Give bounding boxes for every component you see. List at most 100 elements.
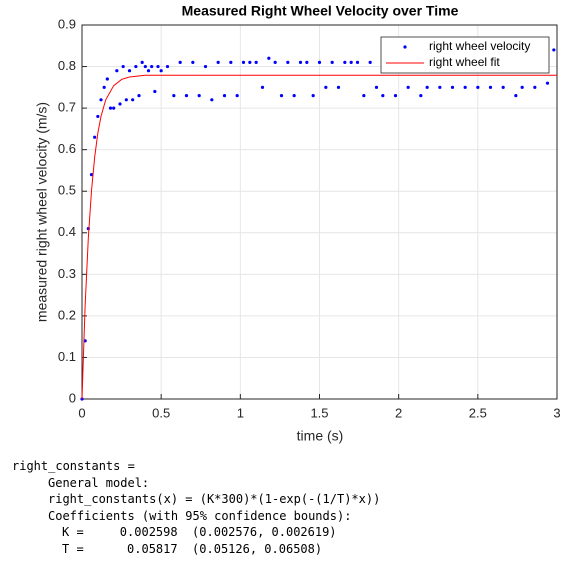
data-point: [150, 64, 154, 69]
data-point: [330, 60, 334, 64]
x-tick-label: 2.5: [469, 405, 487, 420]
console: right_constants = General model: right_con…: [0, 458, 585, 557]
data-point: [153, 89, 157, 94]
y-tick-label: 0.2: [58, 307, 76, 322]
data-point: [311, 94, 315, 98]
console-line: Coefficients (with 95% confidence bounds…: [48, 508, 352, 523]
console-line: right_constants =: [12, 459, 135, 473]
plot-frame: [81, 24, 558, 400]
data-point: [134, 64, 138, 69]
y-tick-label: 0.6: [58, 141, 76, 156]
x-tick-label: 3: [553, 405, 560, 420]
y-tick-label: 0.8: [58, 58, 76, 73]
data-point: [93, 135, 97, 139]
data-point: [159, 69, 163, 73]
console-line: right_constants(x) = (K*300)*(1-exp(-(1/…: [48, 492, 381, 506]
data-point: [108, 106, 113, 110]
x-tick-label: 2: [395, 405, 402, 420]
data-point: [260, 85, 265, 89]
data-point: [127, 69, 132, 73]
data-point: [381, 94, 385, 98]
chart-title: Measured Right Wheel Velocity over Time: [182, 3, 459, 19]
data-point: [406, 85, 410, 89]
data-point: [140, 60, 144, 64]
data-point: [552, 48, 556, 52]
y-tick-label: 0: [69, 390, 76, 405]
legend-label: right wheel velocity: [429, 39, 530, 53]
data-point: [89, 173, 94, 177]
data-point: [203, 64, 208, 69]
data-point: [267, 56, 271, 60]
data-point: [286, 60, 290, 64]
data-point: [143, 64, 147, 69]
data-point: [105, 77, 109, 81]
legend-box: [380, 36, 550, 74]
data-point: [520, 85, 524, 89]
data-point: [488, 85, 493, 89]
data-point: [349, 60, 353, 64]
data-point: [514, 94, 518, 98]
chart: Measured Right Wheel Velocity over Time …: [34, 3, 561, 444]
console-line: General model:: [48, 475, 150, 490]
data-point: [305, 60, 309, 64]
data-point: [362, 94, 366, 98]
data-point: [210, 98, 214, 102]
data-point: [425, 85, 429, 89]
data-point: [96, 114, 100, 119]
data-point: [241, 60, 246, 64]
data-point: [235, 94, 239, 98]
data-point: [184, 94, 189, 98]
data-point: [131, 98, 135, 102]
data-point: [121, 64, 125, 69]
data-point: [355, 60, 360, 64]
data-point: [99, 98, 103, 102]
console-line: T = 0.05817 (0.05126, 0.06508): [62, 541, 323, 556]
data-point: [368, 60, 372, 64]
x-axis-label: time (s): [297, 428, 344, 444]
fit-line: [81, 74, 557, 400]
data-point: [254, 60, 258, 64]
data-point: [137, 94, 141, 98]
data-point: [298, 60, 303, 64]
y-tick-label: 0.7: [58, 100, 76, 115]
data-point: [336, 85, 341, 89]
data-point: [533, 85, 537, 89]
data-point: [222, 94, 227, 98]
data-point: [124, 98, 128, 102]
data-point: [191, 60, 195, 64]
data-point: [501, 85, 505, 89]
legend-label: right wheel fit: [429, 55, 500, 69]
data-point: [216, 60, 220, 64]
console-line: K = 0.002598 (0.002576, 0.002619): [62, 525, 337, 539]
y-tick-label: 0.1: [58, 349, 76, 364]
data-point: [248, 60, 252, 64]
data-point: [476, 85, 480, 89]
y-tick-label: 0.9: [58, 16, 76, 31]
data-point: [438, 85, 442, 89]
data-point: [102, 85, 106, 89]
data-point: [146, 69, 151, 73]
data-point: [343, 60, 347, 64]
data-point: [156, 64, 160, 69]
legend-marker: [403, 45, 407, 49]
data-point: [545, 81, 550, 85]
data-point: [450, 85, 455, 89]
y-tick-label: 0.4: [58, 224, 76, 239]
data-point: [229, 60, 233, 64]
y-axis-label: measured right wheel velocity (m/s): [34, 102, 50, 322]
data-point: [115, 69, 119, 73]
data-point: [419, 94, 423, 98]
data-point: [172, 94, 176, 98]
data-point: [463, 85, 467, 89]
x-tick-label: 0: [78, 405, 85, 420]
data-point: [118, 102, 122, 106]
data-point: [112, 106, 116, 110]
x-tick-label: 1.5: [310, 405, 328, 420]
data-point: [273, 60, 277, 64]
data-point: [292, 94, 296, 98]
data-point: [279, 94, 284, 98]
data-point: [165, 64, 170, 69]
data-point: [197, 94, 201, 98]
x-tick-label: 0.5: [152, 405, 170, 420]
